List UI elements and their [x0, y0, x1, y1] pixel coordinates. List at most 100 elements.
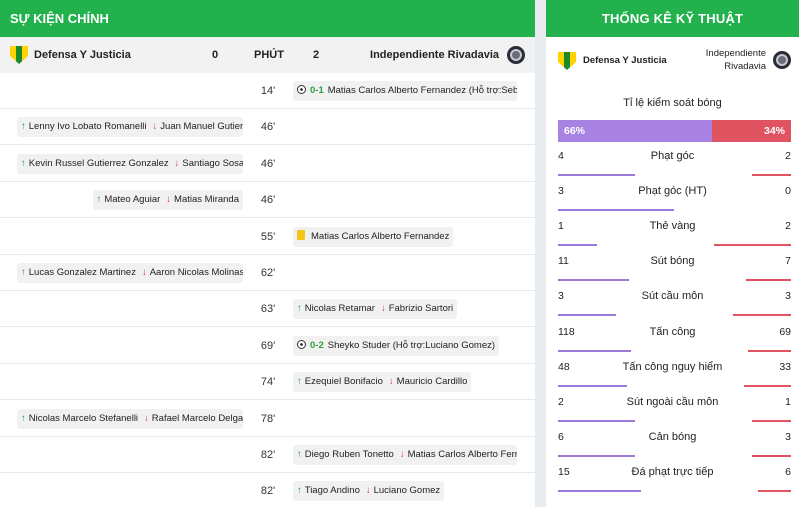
goal-score: 0-1	[310, 85, 324, 96]
event-detail[interactable]: ↑ Lenny Ivo Lobato Romanelli ↓ Juan Manuel …	[17, 117, 243, 138]
player-out-name[interactable]: Mauricio Cardillo	[396, 376, 468, 388]
away-score: 2	[313, 49, 320, 61]
event-detail[interactable]: ↑ Lucas Gonzalez Martinez ↓ Aaron Nicolas M…	[17, 263, 243, 283]
stat-away-bar	[745, 279, 791, 282]
arrow-up-icon: ↑	[21, 121, 26, 133]
event-detail[interactable]: ↑ Tiago Andino ↓ Luciano Gomez	[293, 481, 445, 502]
stat-away-value: 1	[785, 395, 791, 408]
stat-home-bar	[558, 314, 616, 317]
stat-label: Đá phạt trực tiếp	[631, 465, 714, 478]
player-in-name[interactable]: Kevin Russel Gutierrez Gonzalez	[28, 157, 169, 169]
arrow-down-icon: ↓	[174, 157, 180, 169]
event-minute: 46'	[260, 157, 276, 170]
player-in-name[interactable]: Lenny Ivo Lobato Romanelli	[28, 121, 147, 133]
event-detail[interactable]: 0-2 Sheyko Studer (Hỗ trợ:Luciano Gomez)	[293, 335, 500, 356]
player-in-name[interactable]: Mateo Aguiar	[104, 194, 161, 206]
carded-player[interactable]: Matias Carlos Alberto Fernandez	[311, 230, 450, 242]
stat-home-bar	[558, 244, 597, 247]
player-in-name[interactable]: Nicolas Marcelo Stefanelli	[28, 412, 139, 424]
event-row: 14' 0-1 Matias Carlos Alberto Fernandez (H…	[0, 73, 535, 109]
home-team-name[interactable]: Defensa Y Justicia	[34, 49, 131, 61]
player-out-name[interactable]: Aaron Nicolas Molinas	[149, 267, 243, 278]
stat-home-bar	[558, 454, 636, 457]
player-out-name[interactable]: Juan Manuel Gutierrez	[160, 121, 243, 133]
stat-label: Tấn công	[649, 325, 696, 338]
scoreline-bar: Defensa Y Justicia 0 PHÚT 2 Independient…	[0, 37, 535, 73]
arrow-up-icon: ↑	[297, 376, 302, 388]
football-icon	[297, 339, 306, 349]
stat-away-value: 6	[785, 465, 791, 478]
stat-row: 4 Phạt góc 2	[546, 145, 799, 180]
player-out-name[interactable]: Matias Miranda	[174, 194, 239, 206]
arrow-down-icon: ↓	[166, 194, 172, 206]
event-row: 46' ↑ Lenny Ivo Lobato Romanelli ↓ Juan Manu…	[0, 109, 535, 146]
arrow-up-icon: ↑	[96, 194, 102, 206]
stat-away-value: 2	[785, 220, 791, 233]
stat-row: 118 Tấn công 69	[546, 321, 799, 356]
event-minute: 82'	[260, 449, 276, 461]
arrow-up-icon: ↑	[21, 157, 26, 169]
stat-row: 3 Sút cầu môn 3	[546, 285, 799, 320]
goal-scorer[interactable]: Matias Carlos Alberto Fernandez (Hỗ trợ:…	[327, 85, 517, 96]
event-row: 55' Matias Carlos Alberto Fernandez	[0, 219, 535, 255]
event-detail[interactable]: ↑ Kevin Russel Gutierrez Gonzalez ↓ Santiag…	[17, 153, 243, 174]
arrow-down-icon: ↓	[144, 412, 149, 424]
player-out-name[interactable]: Rafael Marcelo Delgado	[151, 412, 243, 424]
event-detail[interactable]: 0-1 Matias Carlos Alberto Fernandez (Hỗ t…	[293, 81, 517, 101]
event-row: 63' ↑ Nicolas Retamar ↓ Fabrizio Sartori	[0, 291, 535, 328]
stat-home-bar	[558, 489, 641, 492]
stat-home-value: 2	[558, 395, 564, 408]
player-out-name[interactable]: Matias Carlos Alberto Fernandez	[407, 449, 517, 460]
arrow-down-icon: ↓	[399, 449, 405, 460]
player-in-name[interactable]: Ezequiel Bonifacio	[304, 376, 383, 388]
event-minute: 46'	[260, 121, 276, 134]
player-out-name[interactable]: Santiago Sosa	[182, 157, 243, 169]
match-stats-panel: THỐNG KÊ KỸ THUẬT Defensa Y Justicia Ind…	[546, 0, 799, 507]
stats-home-team-name[interactable]: Defensa Y Justicia	[583, 55, 667, 66]
event-row: 82' ↑ Diego Ruben Tonetto ↓ Matias Carlos Al…	[0, 437, 535, 473]
possession-bar: 66% 34%	[558, 120, 791, 142]
key-events-header: SỰ KIỆN CHÍNH	[0, 0, 535, 37]
event-detail[interactable]: ↑ Ezequiel Bonifacio ↓ Mauricio Cardillo	[293, 372, 472, 393]
stat-away-bar	[748, 349, 791, 352]
event-detail[interactable]: ↑ Nicolas Marcelo Stefanelli ↓ Rafael Marce…	[17, 408, 243, 429]
stat-row: 48 Tấn công nguy hiểm 33	[546, 356, 799, 391]
event-row: 62' ↑ Lucas Gonzalez Martinez ↓ Aaron Nicola…	[0, 255, 535, 291]
stat-home-value: 1	[558, 220, 564, 233]
event-detail[interactable]: ↑ Nicolas Retamar ↓ Fabrizio Sartori	[293, 299, 458, 320]
stats-away-team-name[interactable]: Independiente Rivadavia	[706, 47, 766, 73]
away-team-name-line2: Rivadavia	[724, 61, 766, 72]
stat-away-bar	[713, 244, 791, 247]
arrow-up-icon: ↑	[297, 485, 302, 497]
goal-score: 0-2	[310, 339, 324, 351]
match-stats-header: THỐNG KÊ KỸ THUẬT	[546, 0, 799, 37]
stat-home-bar	[558, 279, 629, 282]
arrow-up-icon: ↑	[21, 412, 26, 424]
player-in-name[interactable]: Nicolas Retamar	[304, 303, 375, 315]
stat-away-value: 33	[779, 360, 791, 373]
event-minute: 69'	[260, 339, 276, 352]
stat-home-value: 118	[558, 325, 575, 338]
home-score: 0	[212, 49, 219, 61]
stat-label: Thẻ vàng	[649, 220, 696, 233]
event-minute: 46'	[260, 194, 276, 207]
stat-away-bar	[733, 314, 791, 317]
minute-header: PHÚT	[254, 49, 284, 61]
event-row: 82' ↑ Tiago Andino ↓ Luciano Gomez	[0, 473, 535, 507]
goal-scorer[interactable]: Sheyko Studer (Hỗ trợ:Luciano Gomez)	[327, 339, 496, 351]
player-out-name[interactable]: Fabrizio Sartori	[388, 303, 454, 315]
stat-row: 1 Thẻ vàng 2	[546, 215, 799, 250]
player-in-name[interactable]: Lucas Gonzalez Martinez	[28, 267, 136, 278]
stat-away-value: 3	[785, 430, 791, 443]
away-team-crest-icon	[773, 51, 791, 69]
event-detail[interactable]: ↑ Mateo Aguiar ↓ Matias Miranda	[92, 190, 243, 211]
stat-row: 3 Phạt góc (HT) 0	[546, 180, 799, 215]
player-in-name[interactable]: Diego Ruben Tonetto	[304, 449, 394, 460]
away-team-name[interactable]: Independiente Rivadavia	[370, 49, 499, 61]
player-out-name[interactable]: Luciano Gomez	[373, 485, 441, 497]
event-row: 69' 0-2 Sheyko Studer (Hỗ trợ:Luciano Gome…	[0, 328, 535, 364]
event-detail[interactable]: ↑ Diego Ruben Tonetto ↓ Matias Carlos Alber…	[293, 445, 517, 465]
event-minute: 55'	[260, 230, 276, 243]
player-in-name[interactable]: Tiago Andino	[304, 485, 360, 497]
event-detail[interactable]: Matias Carlos Alberto Fernandez	[293, 226, 454, 247]
